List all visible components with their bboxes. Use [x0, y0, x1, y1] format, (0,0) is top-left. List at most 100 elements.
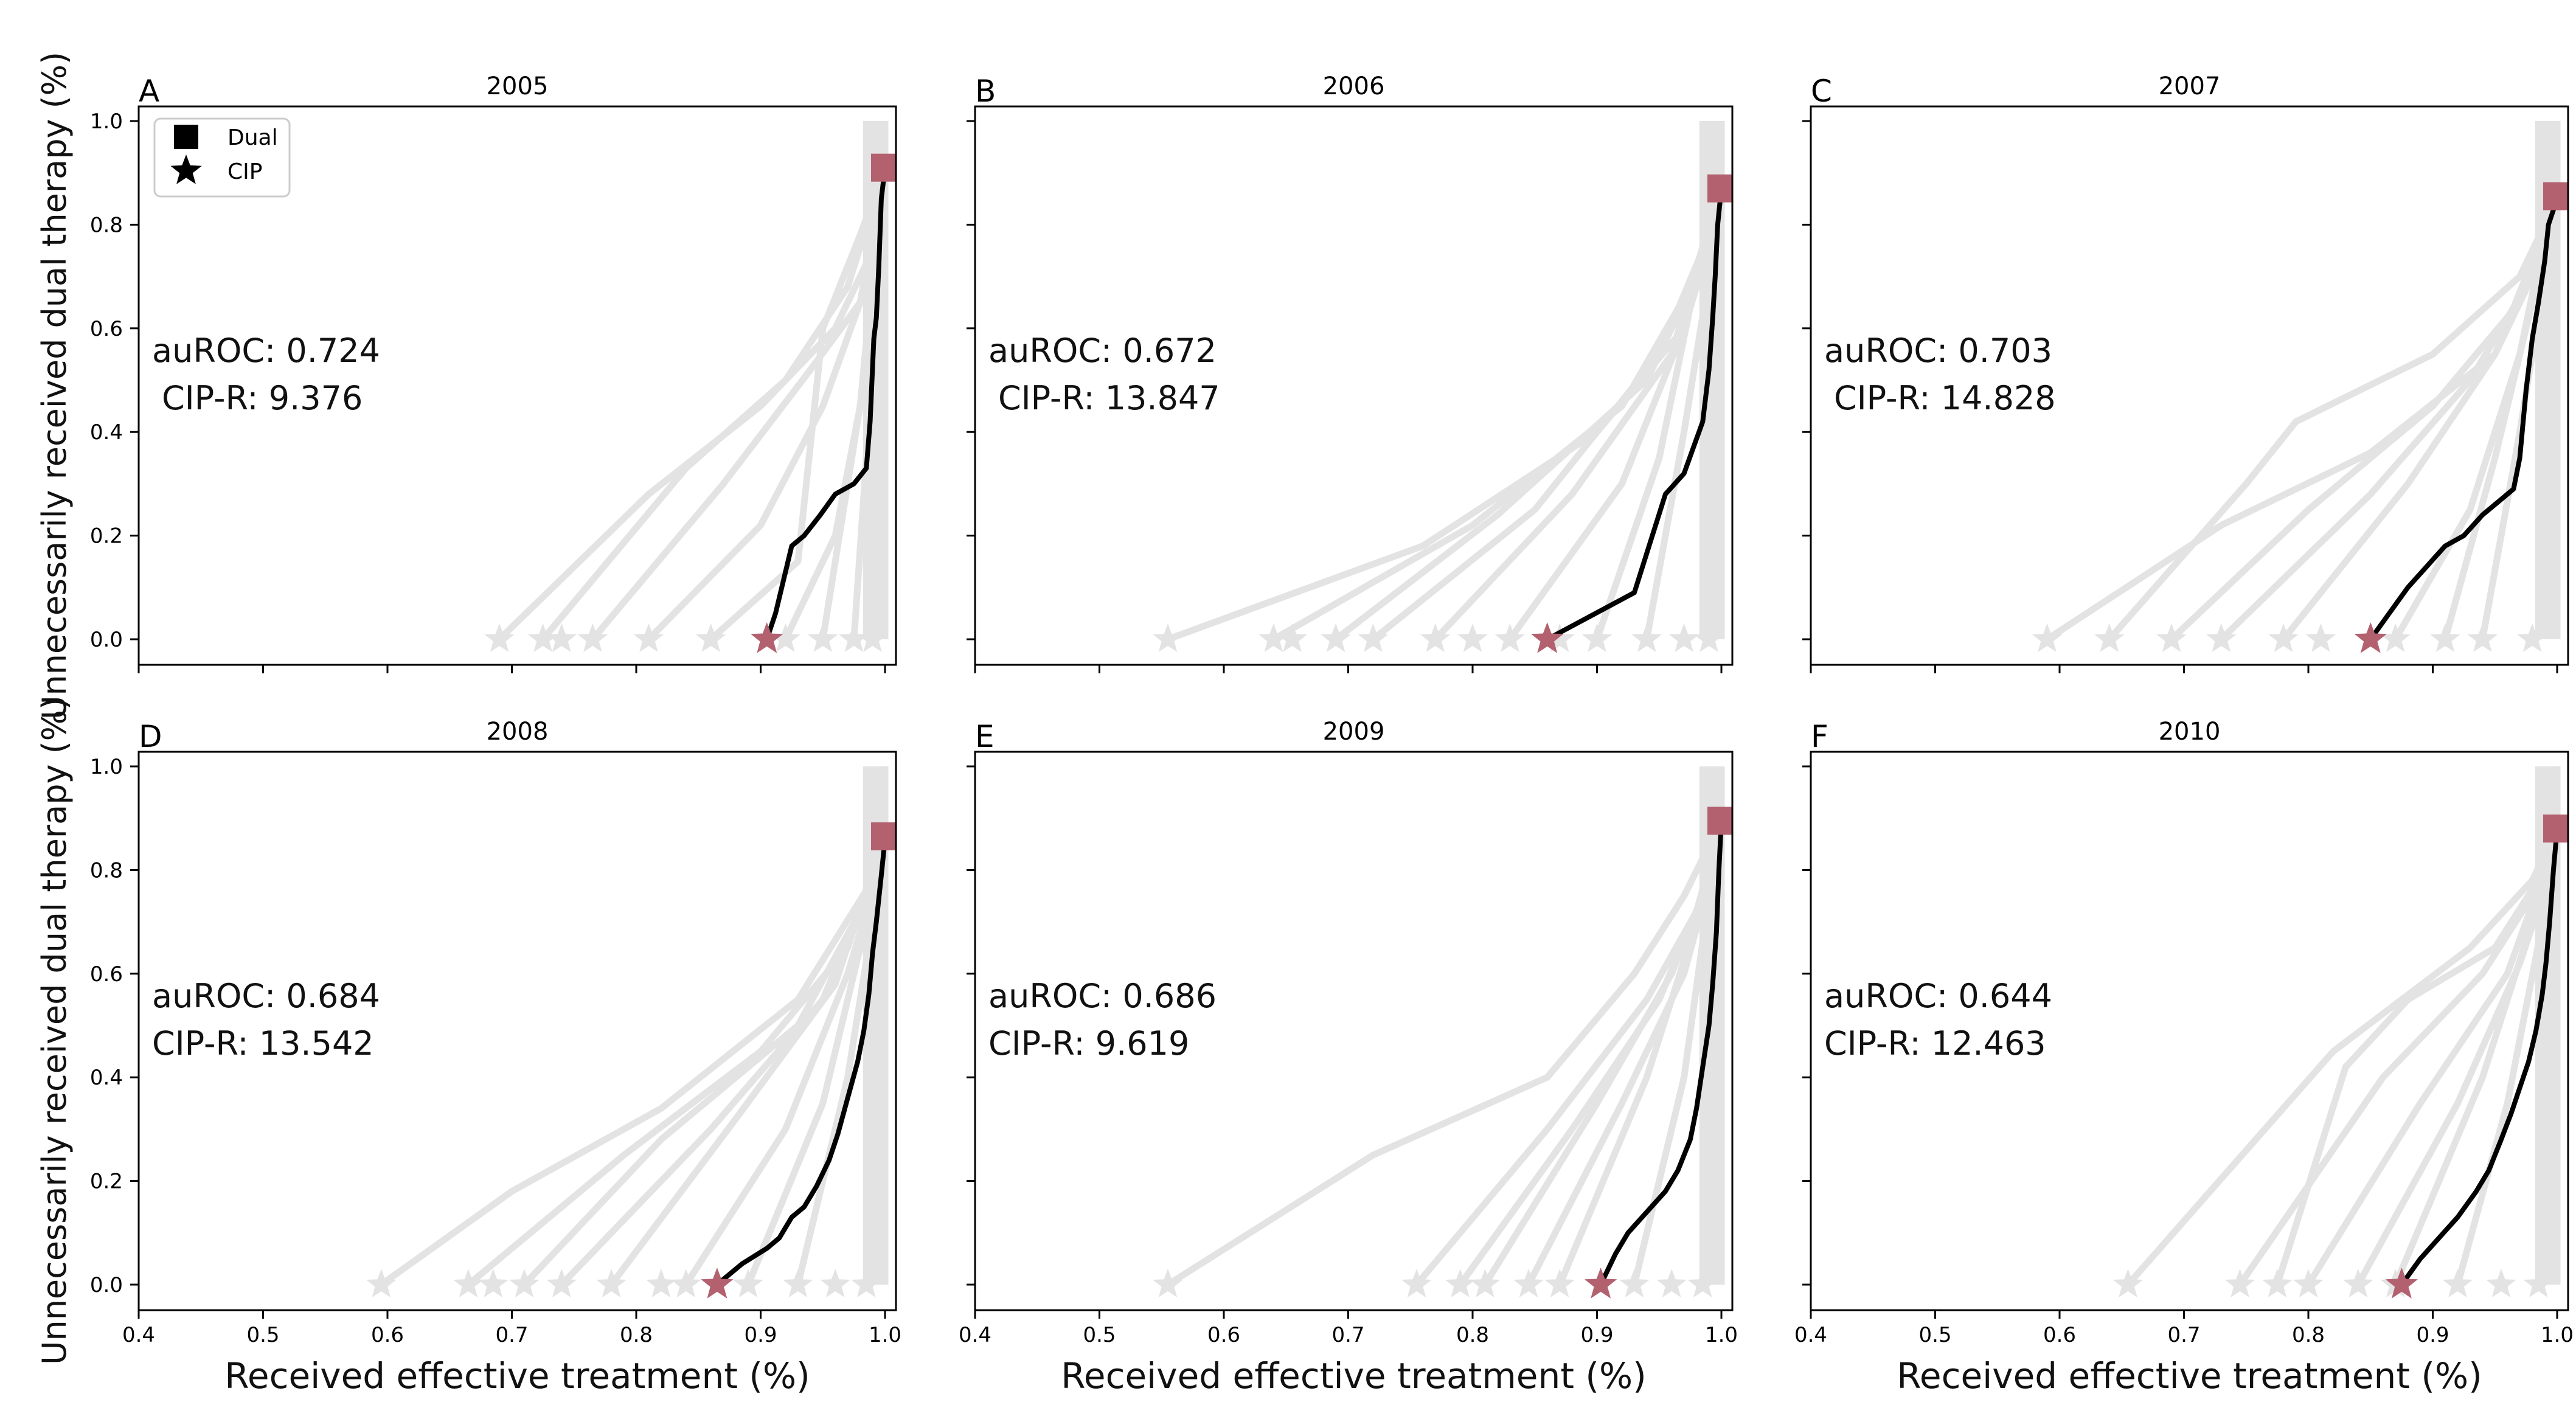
plot-area [1153, 766, 1732, 1299]
panel-title: 2005 [487, 72, 549, 100]
background-cip-star [2262, 1269, 2293, 1297]
panel-b: B 2006 auROC: 0.672 CIP-R: 13.847 [967, 72, 1734, 673]
x-tick-label: 0.7 [1331, 1323, 1364, 1347]
stat-annotation: auROC: 0.703 [1824, 331, 2052, 370]
background-series-line [2106, 195, 2561, 643]
panel-title: 2006 [1323, 72, 1385, 100]
panel-letter: F [1811, 719, 1828, 754]
y-tick-label: 0.4 [90, 420, 123, 445]
highlight-roc-line [2399, 826, 2560, 1287]
background-series-line [465, 833, 889, 1288]
y-tick-label: 1.0 [90, 109, 123, 134]
background-cip-star [2430, 623, 2460, 652]
background-cip-star [1687, 1269, 1718, 1297]
background-cip-star [2486, 1269, 2516, 1297]
background-series-line [589, 164, 889, 643]
background-cip-star [1153, 1269, 1183, 1297]
background-cip-star [770, 623, 801, 652]
background-cip-star [2206, 623, 2237, 652]
stat-annotation: CIP-R: 13.847 [998, 379, 1220, 417]
axes-frame [1810, 751, 2569, 1311]
background-cip-star [2305, 623, 2336, 652]
background-cip-star [1258, 623, 1289, 652]
panel-d: 0.4 0.5 0.6 0.7 0.8 0.9 1.0 0.0 0.2 0.4 0.6 0.8 1.0 D… [35, 697, 901, 1397]
background-cip-star [1656, 1269, 1687, 1297]
plot-area [2113, 766, 2568, 1299]
background-cip-star [484, 623, 515, 652]
background-cip-star [671, 1269, 701, 1297]
background-cip-star [2343, 1269, 2373, 1297]
background-cip-star [478, 1269, 509, 1297]
background-cip-star [2224, 1269, 2255, 1297]
x-tick-label: 0.6 [1207, 1323, 1240, 1347]
y-tick-label: 0.2 [90, 524, 123, 549]
background-cip-star [1513, 1269, 1544, 1297]
legend-cip-star-icon [170, 154, 202, 184]
y-tick-label: 1.0 [90, 755, 123, 779]
background-cip-star [1470, 1269, 1501, 1297]
x-tick-label: 0.5 [1083, 1323, 1116, 1347]
panel-title: 2009 [1323, 718, 1385, 746]
background-cip-star [2517, 623, 2547, 652]
background-cip-star [366, 1269, 397, 1297]
background-cip-star [633, 623, 664, 652]
background-cip-star [1358, 623, 1389, 652]
background-cip-star [2032, 623, 2063, 652]
background-cip-star [839, 623, 869, 652]
background-series-line [2125, 825, 2561, 1288]
highlight-roc-line [1544, 186, 1724, 642]
background-cip-star [1693, 623, 1724, 652]
x-axis-label: Received effective treatment (%) [1897, 1355, 2482, 1397]
y-axis-label: Unnecessarily received dual therapy (%) [35, 52, 74, 720]
stat-annotation: CIP-R: 9.376 [162, 379, 363, 417]
cip-star-marker [701, 1268, 734, 1299]
x-tick-label: 0.9 [744, 1323, 777, 1347]
background-cip-star [2113, 1269, 2144, 1297]
background-series-line [1164, 817, 1725, 1288]
panel-c: C 2007 auROC: 0.703 CIP-R: 14.828 [1802, 72, 2569, 673]
highlight-roc-line [714, 836, 887, 1287]
stat-annotation: CIP-R: 9.619 [988, 1024, 1189, 1063]
panel-letter: B [975, 74, 996, 109]
legend-label: Dual [227, 125, 278, 150]
highlight-roc-line [2368, 196, 2560, 642]
panel-letter: C [1811, 74, 1832, 109]
background-cip-star [1277, 623, 1308, 652]
background-cip-star [2442, 1269, 2473, 1297]
x-tick-label: 0.8 [2292, 1323, 2325, 1347]
axes-frame [137, 105, 897, 666]
background-cip-star [1321, 623, 1351, 652]
stat-annotation: auROC: 0.672 [988, 331, 1217, 370]
dual-square-marker [1707, 174, 1732, 203]
stat-annotation: auROC: 0.724 [152, 331, 380, 370]
axes-frame [1810, 105, 2569, 666]
background-cip-star [2523, 1269, 2554, 1297]
cip-star-marker [2354, 622, 2387, 653]
background-cip-star [696, 623, 726, 652]
dual-square-marker [2543, 182, 2568, 210]
dual-square-marker [1707, 807, 1732, 835]
x-tick-label: 0.5 [1918, 1323, 1951, 1347]
dual-square-marker [871, 822, 896, 851]
plot-area [1153, 121, 1732, 653]
background-cip-star [527, 623, 558, 652]
x-tick-label: 0.4 [1794, 1323, 1827, 1347]
cip-star-marker [1531, 622, 1564, 653]
stat-annotation: CIP-R: 13.542 [152, 1024, 374, 1063]
cip-star-marker [751, 622, 783, 653]
panel-letter: D [139, 719, 162, 754]
background-cip-star [820, 1269, 850, 1297]
background-series-line [1432, 185, 1725, 643]
background-cip-star [1668, 623, 1699, 652]
x-tick-label: 0.6 [2043, 1323, 2076, 1347]
background-cip-star [783, 1269, 813, 1297]
y-tick-label: 0.4 [90, 1066, 123, 1090]
background-cip-star [2467, 623, 2498, 652]
background-cip-star [2156, 623, 2187, 652]
x-tick-label: 0.5 [246, 1323, 279, 1347]
background-cip-star [1495, 623, 1526, 652]
background-cip-star [646, 1269, 676, 1297]
background-cip-star [1581, 623, 1613, 652]
legend-dual-square-icon [174, 125, 198, 149]
